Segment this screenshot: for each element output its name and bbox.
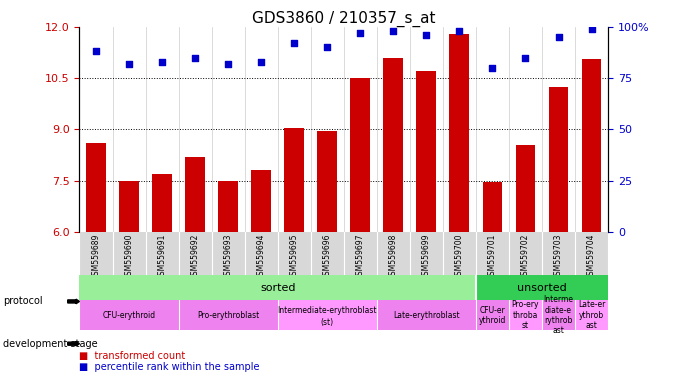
Text: GSM559695: GSM559695 <box>290 234 299 280</box>
Bar <box>178 300 278 330</box>
Point <box>421 32 432 38</box>
Point <box>520 55 531 61</box>
Text: ■  percentile rank within the sample: ■ percentile rank within the sample <box>79 362 260 372</box>
Bar <box>79 300 178 330</box>
Bar <box>218 180 238 232</box>
Bar <box>185 157 205 232</box>
Bar <box>278 300 377 330</box>
Bar <box>86 143 106 232</box>
Bar <box>384 58 404 232</box>
Text: protocol: protocol <box>3 296 43 306</box>
Text: Pro-erythroblast: Pro-erythroblast <box>197 311 259 320</box>
Text: CFU-erythroid: CFU-erythroid <box>102 311 155 320</box>
Text: CFU-er
ythroid: CFU-er ythroid <box>479 306 506 325</box>
Point <box>289 40 300 46</box>
Bar <box>515 145 536 232</box>
Bar <box>284 127 304 232</box>
Text: (st): (st) <box>321 318 334 327</box>
Text: GSM559691: GSM559691 <box>158 234 167 280</box>
Text: GSM559699: GSM559699 <box>422 234 431 280</box>
Point <box>223 61 234 67</box>
Text: GSM559690: GSM559690 <box>124 234 133 280</box>
Text: GSM559698: GSM559698 <box>389 234 398 280</box>
Text: GSM559703: GSM559703 <box>554 234 563 280</box>
Text: Late-erythroblast: Late-erythroblast <box>393 311 460 320</box>
Point <box>157 59 168 65</box>
Text: GSM559700: GSM559700 <box>455 234 464 280</box>
Bar <box>509 300 542 330</box>
Text: sorted: sorted <box>260 283 296 293</box>
Text: Pro-ery
throba
st: Pro-ery throba st <box>512 300 539 330</box>
Title: GDS3860 / 210357_s_at: GDS3860 / 210357_s_at <box>252 11 435 27</box>
Text: Intermediate-erythroblast: Intermediate-erythroblast <box>278 306 377 315</box>
Point <box>322 44 333 50</box>
Bar <box>549 87 569 232</box>
Point <box>124 61 135 67</box>
Bar <box>476 300 509 330</box>
Text: GSM559702: GSM559702 <box>521 234 530 280</box>
Text: Late-er
ythrob
ast: Late-er ythrob ast <box>578 300 605 330</box>
Text: GSM559689: GSM559689 <box>91 234 100 280</box>
Point <box>454 28 465 34</box>
Bar <box>152 174 172 232</box>
Point <box>256 59 267 65</box>
Text: development stage: development stage <box>3 339 98 349</box>
Text: GSM559704: GSM559704 <box>587 234 596 280</box>
Text: unsorted: unsorted <box>517 283 567 293</box>
Bar <box>575 300 608 330</box>
Bar <box>79 275 476 300</box>
Bar <box>350 78 370 232</box>
Text: GSM559701: GSM559701 <box>488 234 497 280</box>
Bar <box>542 300 575 330</box>
Point <box>189 55 200 61</box>
Point <box>553 34 564 40</box>
Point <box>487 65 498 71</box>
Text: GSM559694: GSM559694 <box>256 234 265 280</box>
Bar <box>377 300 476 330</box>
Point <box>91 48 102 55</box>
Bar <box>417 71 436 232</box>
Bar <box>252 170 271 232</box>
Bar <box>476 275 608 300</box>
Text: GSM559693: GSM559693 <box>224 234 233 280</box>
Point <box>354 30 366 36</box>
Bar <box>119 180 139 232</box>
Text: GSM559692: GSM559692 <box>191 234 200 280</box>
Bar <box>449 34 469 232</box>
Text: Interme
diate-e
rythrob
ast: Interme diate-e rythrob ast <box>544 295 574 335</box>
Text: GSM559697: GSM559697 <box>356 234 365 280</box>
Bar <box>582 59 601 232</box>
Text: GSM559696: GSM559696 <box>323 234 332 280</box>
Text: ■  transformed count: ■ transformed count <box>79 351 186 361</box>
Bar <box>317 131 337 232</box>
Point <box>388 28 399 34</box>
Point <box>586 26 597 32</box>
Bar <box>482 182 502 232</box>
